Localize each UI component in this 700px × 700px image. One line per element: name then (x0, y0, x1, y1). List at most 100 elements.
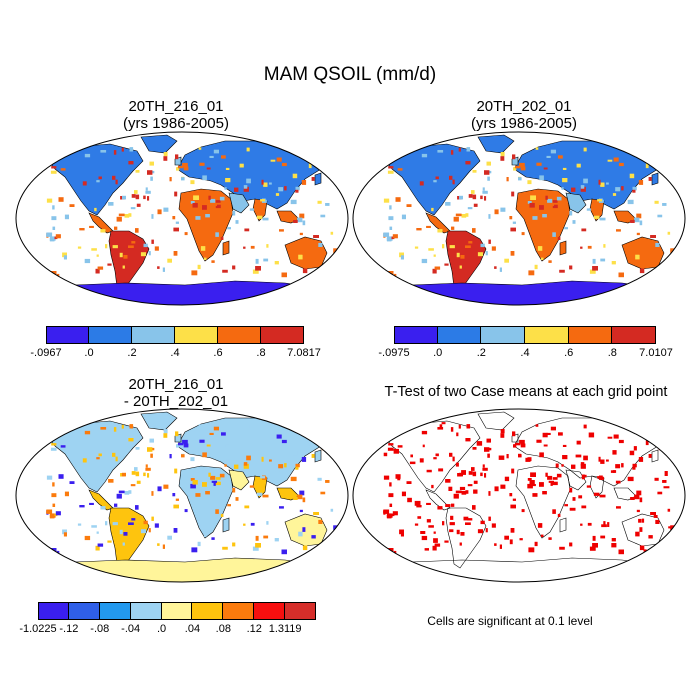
grid-cell (281, 162, 287, 167)
grid-cell (147, 170, 153, 175)
grid-cell (667, 508, 671, 512)
colorbar-box (175, 326, 218, 344)
grid-cell (246, 178, 251, 184)
grid-cell (122, 472, 126, 477)
grid-cell (266, 521, 269, 525)
grid-cell (632, 189, 636, 193)
grid-cell (597, 199, 602, 202)
grid-cell (95, 268, 100, 274)
grid-cell (532, 216, 538, 220)
grid-cell (148, 251, 151, 256)
grid-cell (95, 545, 100, 551)
colorbar-label: .4 (170, 347, 180, 359)
grid-cell (562, 178, 568, 183)
colorbar-box (161, 602, 193, 620)
grid-cell (426, 502, 431, 505)
grid-cell (520, 443, 526, 448)
grid-cell (235, 220, 239, 224)
grid-cell (114, 503, 118, 507)
grid-cell (293, 220, 298, 223)
grid-cell (639, 268, 645, 274)
colorbar-label: .8 (256, 347, 266, 359)
grid-cell (442, 244, 445, 249)
grid-cell (637, 149, 641, 153)
grid-cell (149, 438, 154, 443)
grid-cell (569, 542, 573, 547)
grid-cell (461, 214, 467, 218)
grid-cell (252, 546, 259, 551)
grid-cell (589, 546, 596, 551)
grid-cell (401, 491, 406, 497)
grid-cell (210, 198, 216, 203)
grid-cell (500, 207, 506, 212)
grid-cell (477, 529, 483, 534)
grid-cell (632, 463, 637, 468)
grid-cell (486, 161, 491, 166)
grid-cell (108, 202, 114, 206)
grid-cell (221, 155, 226, 159)
grid-cell (221, 432, 226, 436)
grid-cell (629, 173, 635, 179)
grid-cell (173, 528, 178, 533)
colorbar-box (130, 602, 162, 620)
grid-cell (246, 424, 250, 429)
grid-cell (151, 214, 154, 219)
grid-cell (618, 162, 624, 167)
grid-cell (635, 531, 640, 537)
grid-cell (421, 430, 428, 435)
grid-cell (54, 153, 59, 158)
continent-japan (651, 172, 659, 186)
grid-cell (458, 147, 461, 152)
grid-cell (512, 498, 516, 501)
grid-cell (416, 505, 422, 508)
grid-cell (512, 154, 516, 160)
grid-cell (162, 267, 165, 272)
grid-cell (311, 535, 316, 539)
grid-cell (512, 221, 516, 224)
grid-cell (618, 272, 624, 278)
grid-cell (107, 540, 112, 543)
grid-cell (607, 522, 610, 527)
grid-cell (406, 204, 412, 207)
grid-cell (388, 271, 394, 275)
grid-cell (118, 490, 125, 494)
grid-cell (437, 427, 444, 430)
grid-cell (562, 444, 567, 447)
grid-cell (151, 239, 154, 244)
grid-cell (119, 529, 123, 535)
grid-cell (308, 440, 312, 446)
grid-cell (421, 258, 428, 264)
grid-cell (542, 432, 548, 438)
grid-cell (527, 180, 532, 185)
grid-cell (130, 518, 136, 521)
grid-cell (664, 471, 668, 476)
grid-cell (290, 476, 297, 482)
grid-cell (134, 467, 138, 471)
grid-cell (145, 190, 151, 194)
grid-cell (162, 544, 165, 549)
grid-cell (421, 535, 428, 541)
grid-cell (459, 195, 463, 200)
grid-cell (150, 176, 153, 181)
grid-cell (190, 457, 195, 462)
grid-cell (453, 216, 459, 222)
map-top-left (15, 131, 349, 306)
grid-cell (193, 472, 199, 477)
continent-antarctica (371, 557, 667, 582)
grid-cell (433, 531, 436, 534)
grid-cell (190, 180, 195, 185)
grid-cell (51, 548, 57, 552)
grid-cell (476, 441, 483, 446)
grid-cell (167, 258, 172, 263)
grid-cell (456, 432, 459, 437)
grid-cell (128, 245, 134, 248)
grid-cell (452, 456, 455, 462)
grid-cell (548, 260, 552, 263)
grid-cell (255, 258, 259, 264)
grid-cell (630, 497, 635, 500)
grid-cell (637, 426, 641, 430)
grid-cell (426, 469, 432, 473)
colorbar-label: 7.0817 (287, 347, 321, 359)
grid-cell (663, 486, 670, 489)
grid-cell (465, 438, 471, 442)
